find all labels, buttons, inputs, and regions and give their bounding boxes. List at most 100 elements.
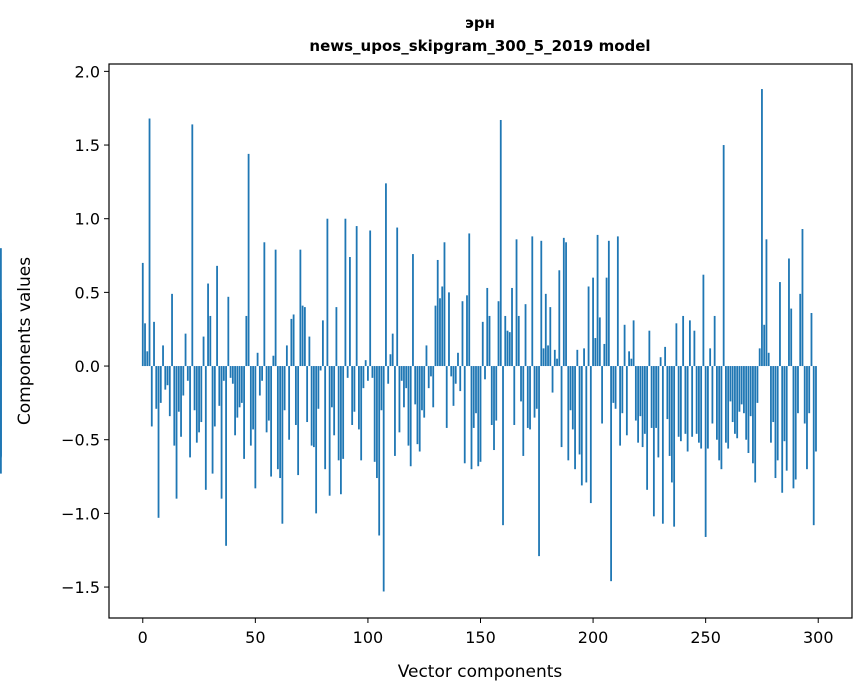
bar-58 <box>272 355 275 367</box>
bar-180 <box>547 345 549 367</box>
bar-140 <box>457 352 459 367</box>
bar-190 <box>569 366 572 411</box>
bar-296 <box>808 366 811 414</box>
bar-92 <box>349 257 351 367</box>
bar-90 <box>344 218 347 367</box>
bar-163 <box>508 332 511 367</box>
chart-title-line2: news_upos_skipgram_300_5_2019 model <box>309 37 650 55</box>
bar-256 <box>718 366 721 461</box>
bar-70 <box>299 249 302 367</box>
bar-40 <box>231 366 234 384</box>
bar-188 <box>565 242 567 367</box>
bar-128 <box>430 366 432 377</box>
bar-283 <box>779 282 781 367</box>
bar-139 <box>454 366 457 384</box>
bar-5 <box>153 321 155 367</box>
bar-2 <box>146 351 149 367</box>
bar-113 <box>396 227 399 367</box>
bar-57 <box>270 366 273 477</box>
bar-67 <box>292 314 295 367</box>
y-tick-label: 1.5 <box>75 136 100 155</box>
bar-1 <box>144 323 146 367</box>
bar-4 <box>150 366 153 427</box>
bar-23 <box>193 366 196 411</box>
bar-216 <box>628 351 631 367</box>
bar-247 <box>697 366 700 443</box>
bar-9 <box>162 345 164 367</box>
bar-159 <box>499 119 502 367</box>
y-tick-label: −1.5 <box>61 578 100 597</box>
bar-73 <box>306 366 309 423</box>
bar-295 <box>806 366 808 470</box>
bar-84 <box>330 366 333 408</box>
bar-219 <box>634 366 637 421</box>
bar-285 <box>783 366 786 442</box>
x-tick-label: 100 <box>353 628 384 647</box>
bar-195 <box>580 366 583 486</box>
bar-25 <box>198 366 200 433</box>
bar-29 <box>207 283 209 367</box>
bar-201 <box>594 338 597 367</box>
y-axis-label: Components values <box>15 257 35 425</box>
bar-71 <box>301 305 304 367</box>
bar-299 <box>815 366 817 452</box>
bar-167 <box>517 315 520 367</box>
bar-260 <box>727 366 730 449</box>
x-axis-label: Vector components <box>398 662 563 682</box>
bar-191 <box>571 366 574 430</box>
bar-74 <box>308 336 311 367</box>
bar-286 <box>785 366 788 471</box>
bar-117 <box>405 366 408 389</box>
bar-129 <box>432 366 435 408</box>
bar-42 <box>236 366 239 418</box>
bar-8 <box>159 366 162 403</box>
bar-69 <box>297 366 300 476</box>
bar-276 <box>763 324 766 367</box>
bar-223 <box>643 366 646 434</box>
bar-264 <box>736 366 739 439</box>
bar-33 <box>216 265 218 367</box>
bar-244 <box>691 366 694 437</box>
bar-108 <box>385 183 387 367</box>
bar-174 <box>533 366 536 418</box>
bar-14 <box>173 366 176 446</box>
bar-83 <box>328 366 331 496</box>
bar-38 <box>227 296 230 367</box>
bar-77 <box>315 366 318 514</box>
bar-249 <box>702 274 705 367</box>
bar-24 <box>195 366 198 443</box>
x-tick-label: 300 <box>803 628 834 647</box>
bar-134 <box>443 242 446 367</box>
bar-212 <box>619 366 621 446</box>
bar-109 <box>387 366 390 384</box>
bar-225 <box>648 330 651 367</box>
bar-151 <box>481 321 484 367</box>
y-tick-label: 0.0 <box>75 357 100 376</box>
bar-155 <box>490 366 493 425</box>
bar-194 <box>578 366 581 455</box>
bar-22 <box>191 124 194 367</box>
bar-237 <box>675 323 678 367</box>
bar-146 <box>470 366 473 470</box>
bar-269 <box>747 366 750 453</box>
bar-102 <box>371 366 374 378</box>
bar-37 <box>225 366 227 546</box>
bar-119 <box>409 366 412 467</box>
bar-26 <box>200 366 203 423</box>
bar-100 <box>367 366 369 381</box>
bar-131 <box>436 259 439 367</box>
bar-35 <box>220 366 223 499</box>
bar-107 <box>382 366 385 592</box>
bar-82 <box>326 218 329 367</box>
bar-177 <box>540 240 543 367</box>
bar-292 <box>799 293 802 367</box>
bar-17 <box>180 366 182 437</box>
bar-181 <box>549 307 552 367</box>
bar-127 <box>427 366 430 389</box>
bar-270 <box>749 366 752 417</box>
bar-215 <box>625 366 628 436</box>
bar-197 <box>585 366 588 483</box>
bar-72 <box>303 307 306 367</box>
bar-36 <box>222 366 225 381</box>
bar-99 <box>364 360 367 367</box>
